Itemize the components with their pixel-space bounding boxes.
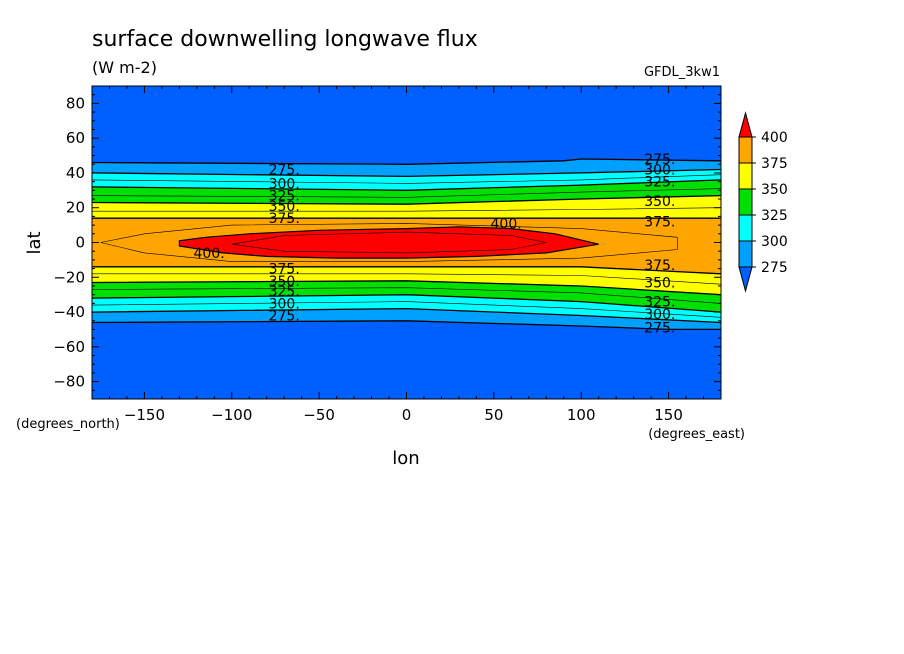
contour-label: 325.	[644, 295, 675, 311]
y-axis-label: lat	[24, 231, 45, 254]
contour-field	[92, 86, 721, 399]
colorbar-label: 400	[761, 130, 788, 146]
contour-label: 325.	[269, 284, 300, 300]
contour-325-north	[92, 179, 721, 191]
contour-label: 275.	[269, 163, 300, 179]
contour-300-south	[92, 307, 721, 324]
colorbar-segment	[738, 214, 753, 242]
colorbar-label: 300	[761, 234, 788, 250]
contour-label: 350.	[644, 276, 675, 292]
contour-inner-400	[231, 231, 547, 254]
contour-label: 275.	[269, 309, 300, 325]
contour-275-north	[92, 158, 721, 165]
y-tick-label: −80	[53, 373, 85, 391]
y-tick-label: −60	[53, 338, 85, 356]
contour-label: 375.	[269, 262, 300, 278]
contour-label: 375.	[644, 258, 675, 274]
x-axis-units: (degrees_east)	[648, 427, 745, 442]
colorbar-arrow-bottom	[738, 266, 753, 293]
dataset-label: GFDL_3kw1	[644, 65, 720, 80]
contour-label: 325.	[644, 175, 675, 191]
y-axis: 80 60 40 20 0 −20 −40 −60 −80	[53, 94, 721, 391]
contour-label: 275.	[644, 321, 675, 337]
contour-minor-4	[92, 188, 721, 198]
contour-label: 375.	[269, 211, 300, 227]
contour-label: 300.	[644, 307, 675, 323]
y-tick-label: −20	[53, 268, 85, 286]
chart-units: (W m-2)	[92, 58, 157, 77]
y-tick-label: 60	[66, 129, 85, 147]
colorbar-segment	[738, 240, 753, 268]
contour-375-south	[92, 266, 721, 275]
contour-275-south	[92, 320, 721, 331]
x-tick-label: 150	[654, 406, 683, 424]
x-axis-label: lon	[392, 448, 419, 469]
contour-minor-1	[92, 301, 721, 318]
colorbar-label: 375	[761, 156, 788, 172]
contour-label: 350.	[644, 194, 675, 210]
colorbar-label: 350	[761, 182, 788, 198]
x-axis: −150 −100 −50 0 50 100 150	[108, 86, 705, 424]
contour-label: 375.	[644, 215, 675, 231]
colorbar-label: 275	[761, 260, 788, 276]
contour-inner-375	[100, 223, 678, 262]
colorbar-arrow-top	[738, 111, 753, 138]
contour-label: 400.	[194, 246, 225, 262]
x-tick-label: −150	[124, 406, 165, 424]
contour-label: 350.	[269, 274, 300, 290]
x-tick-label: −100	[211, 406, 252, 424]
colorbar-label: 325	[761, 208, 788, 224]
contour-label: 350.	[269, 199, 300, 215]
contour-label: 325.	[269, 189, 300, 205]
contour-350-south	[92, 280, 721, 296]
contour-label: 275.	[644, 152, 675, 168]
x-tick-label: 0	[402, 406, 412, 424]
y-axis-units: (degrees_north)	[16, 417, 120, 432]
colorbar: 400 375 350 325 300 275	[738, 111, 788, 293]
contour-minor-2	[92, 207, 721, 212]
colorbar-segment	[738, 136, 753, 164]
contour-minor-5	[92, 287, 721, 304]
contour-minor-0	[92, 174, 721, 184]
contour-label: 300.	[269, 176, 300, 192]
contour-label: 300.	[644, 163, 675, 179]
colorbar-segment	[738, 162, 753, 190]
y-tick-label: −40	[53, 303, 85, 321]
contour-label: 300.	[269, 296, 300, 312]
x-tick-label: 50	[484, 406, 503, 424]
y-tick-label: 80	[66, 94, 85, 112]
chart-title: surface downwelling longwave flux	[92, 27, 478, 52]
y-tick-label: 40	[66, 164, 85, 182]
x-tick-label: 100	[567, 406, 596, 424]
contour-300-north	[92, 168, 721, 178]
y-tick-label: 0	[75, 234, 85, 252]
colorbar-segment	[738, 188, 753, 216]
contour-labels: 275.300.325.350.375.400.400.275.300.325.…	[194, 152, 676, 337]
contour-350-north	[92, 194, 721, 205]
contour-minor-3	[92, 273, 721, 285]
contour-325-south	[92, 294, 721, 313]
x-tick-label: −50	[303, 406, 335, 424]
contour-label: 400.	[491, 216, 522, 232]
y-tick-label: 20	[66, 199, 85, 217]
